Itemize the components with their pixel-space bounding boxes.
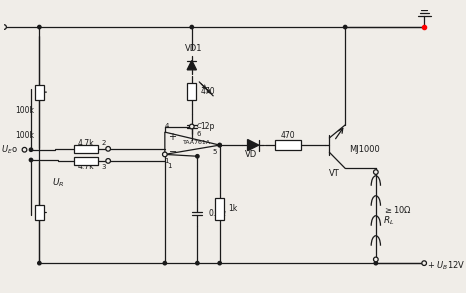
Circle shape bbox=[2, 25, 7, 29]
Text: VD1: VD1 bbox=[185, 44, 202, 53]
Text: $+$: $+$ bbox=[168, 131, 177, 142]
Text: 100k: 100k bbox=[15, 131, 34, 140]
Text: $R_L$: $R_L$ bbox=[383, 214, 395, 227]
Text: 4.7k: 4.7k bbox=[77, 139, 94, 148]
Text: $\geq$10$\Omega$: $\geq$10$\Omega$ bbox=[383, 204, 412, 215]
Bar bbox=[35, 85, 43, 100]
Text: 470: 470 bbox=[280, 131, 295, 140]
Text: 4: 4 bbox=[164, 122, 169, 129]
Text: $U_R$: $U_R$ bbox=[52, 176, 65, 188]
Text: C: C bbox=[197, 122, 201, 129]
Text: 5: 5 bbox=[213, 149, 217, 155]
Circle shape bbox=[374, 257, 378, 262]
Circle shape bbox=[29, 148, 33, 151]
Text: VD: VD bbox=[245, 150, 257, 159]
Text: $-$: $-$ bbox=[168, 145, 177, 155]
Text: 12p: 12p bbox=[200, 122, 214, 131]
Circle shape bbox=[106, 159, 110, 163]
Text: 100k: 100k bbox=[15, 106, 34, 115]
Circle shape bbox=[218, 144, 221, 147]
Text: $+\ U_B$12V: $+\ U_B$12V bbox=[427, 260, 466, 272]
Text: $U_E$o: $U_E$o bbox=[1, 144, 18, 156]
Circle shape bbox=[218, 144, 221, 147]
Circle shape bbox=[196, 261, 199, 265]
Bar bbox=[215, 197, 224, 220]
Bar bbox=[187, 83, 197, 100]
Bar bbox=[74, 145, 98, 153]
Text: 2: 2 bbox=[101, 140, 106, 146]
Text: 3: 3 bbox=[101, 164, 106, 171]
Circle shape bbox=[190, 25, 193, 29]
Circle shape bbox=[374, 170, 378, 174]
Circle shape bbox=[163, 261, 166, 265]
Text: 6: 6 bbox=[197, 131, 201, 137]
Circle shape bbox=[106, 146, 110, 151]
Circle shape bbox=[190, 124, 194, 129]
Circle shape bbox=[38, 261, 41, 265]
Bar bbox=[274, 140, 301, 150]
Circle shape bbox=[22, 147, 27, 152]
Circle shape bbox=[218, 261, 221, 265]
Text: 1: 1 bbox=[167, 163, 172, 169]
Polygon shape bbox=[247, 139, 259, 151]
Text: 4.7k: 4.7k bbox=[77, 162, 94, 171]
Bar bbox=[74, 157, 98, 165]
Circle shape bbox=[163, 152, 167, 157]
Text: 0.1$\mu$: 0.1$\mu$ bbox=[207, 207, 226, 220]
Circle shape bbox=[343, 25, 347, 29]
Polygon shape bbox=[187, 61, 197, 70]
Text: 1: 1 bbox=[164, 158, 169, 164]
Circle shape bbox=[422, 261, 426, 265]
Text: TAA761A: TAA761A bbox=[183, 140, 211, 145]
Bar bbox=[35, 205, 43, 220]
Text: 1k: 1k bbox=[228, 204, 237, 213]
Circle shape bbox=[374, 261, 377, 265]
Circle shape bbox=[196, 155, 199, 158]
Circle shape bbox=[29, 158, 33, 162]
Circle shape bbox=[38, 25, 41, 29]
Text: VT: VT bbox=[329, 169, 339, 178]
Text: 470: 470 bbox=[200, 87, 215, 96]
Text: MJ1000: MJ1000 bbox=[349, 145, 380, 154]
